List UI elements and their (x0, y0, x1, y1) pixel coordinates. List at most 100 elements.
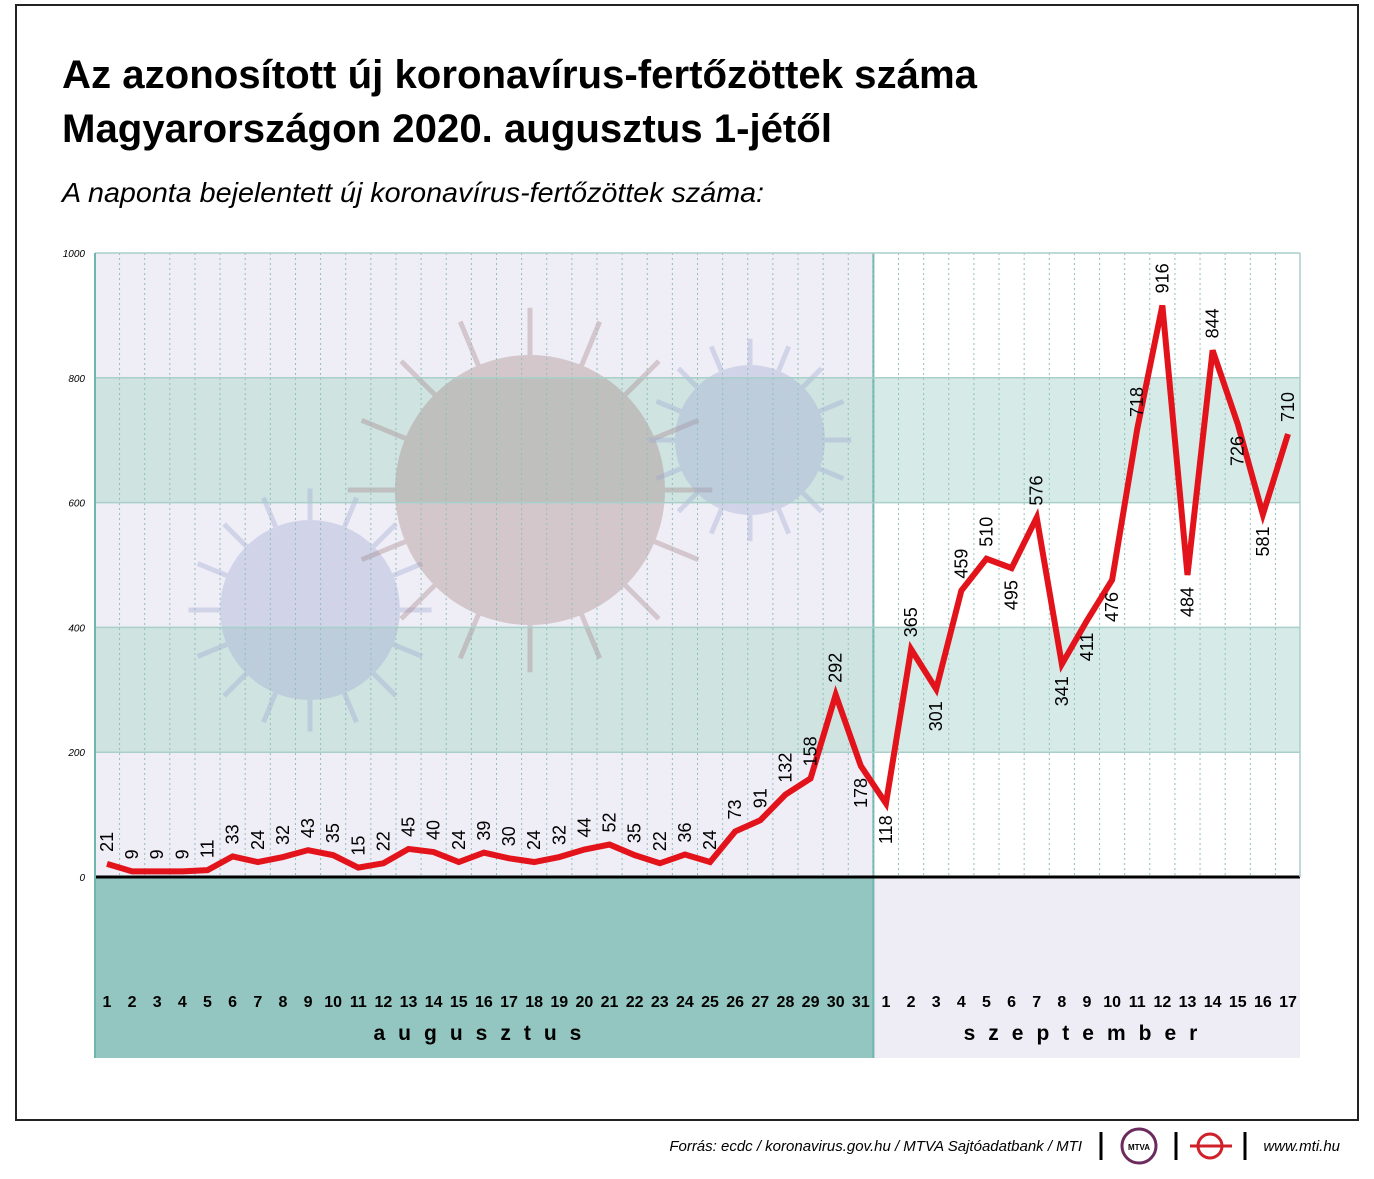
data-label: 45 (399, 817, 419, 837)
virus-decoration (392, 561, 424, 578)
x-tick-label: 3 (153, 994, 162, 1011)
x-tick-label: 6 (1007, 994, 1016, 1011)
data-label: 43 (298, 818, 318, 838)
data-label: 52 (600, 813, 620, 833)
x-tick-label: 17 (500, 994, 518, 1011)
x-tick-label: 25 (701, 994, 719, 1011)
source: Forrás: ecdc / koronavirus.gov.hu / MTVA… (669, 1138, 1082, 1155)
data-label: 365 (901, 607, 921, 637)
month-label: augusztus (373, 1022, 594, 1045)
virus-decoration (776, 345, 792, 372)
data-label: 581 (1253, 526, 1273, 556)
y-tick-label: 600 (68, 499, 85, 510)
x-tick-label: 10 (324, 994, 342, 1011)
data-label: 24 (248, 830, 268, 850)
x-tick-label: 7 (253, 994, 262, 1011)
x-tick-label: 13 (1179, 994, 1197, 1011)
data-label: 11 (198, 839, 218, 858)
y-tick-label: 400 (68, 623, 85, 634)
region-bottom (95, 877, 874, 1058)
x-tick-label: 3 (932, 994, 941, 1011)
x-tick-label: 28 (777, 994, 795, 1011)
x-tick-label: 14 (1204, 994, 1222, 1011)
y-tick-label: 800 (68, 374, 85, 385)
data-label: 576 (1027, 476, 1047, 506)
x-tick-label: 16 (475, 994, 493, 1011)
data-label: 301 (926, 701, 946, 731)
data-label: 15 (348, 836, 368, 856)
x-tick-label: 17 (1279, 994, 1297, 1011)
x-tick-label: 21 (601, 994, 619, 1011)
x-tick-label: 15 (450, 994, 468, 1011)
virus-decoration (196, 642, 228, 659)
month-label: szeptember (964, 1022, 1211, 1045)
chart-subtitle: A naponta bejelentett új koronavírus-fer… (60, 177, 764, 208)
virus-decoration (371, 522, 398, 549)
data-label: 22 (650, 831, 670, 851)
virus-decoration (457, 613, 481, 660)
x-tick-label: 16 (1254, 994, 1272, 1011)
virus-decoration (392, 642, 424, 659)
x-tick-label: 12 (1153, 994, 1171, 1011)
data-label: 40 (424, 820, 444, 840)
data-label: 178 (851, 778, 871, 808)
data-label: 132 (775, 753, 795, 783)
virus-decoration (655, 466, 682, 482)
virus-decoration (655, 398, 682, 414)
data-label: 292 (826, 653, 846, 683)
data-label: 24 (449, 830, 469, 850)
virus-decoration (395, 355, 665, 625)
virus-decoration (360, 417, 407, 441)
data-label: 411 (1077, 633, 1097, 662)
x-tick-label: 1 (103, 994, 112, 1011)
data-label: 35 (323, 823, 343, 843)
data-label: 158 (801, 736, 821, 766)
data-label: 9 (172, 849, 192, 859)
data-label: 32 (549, 825, 569, 845)
x-tick-label: 8 (278, 994, 287, 1011)
virus-decoration (342, 692, 359, 724)
chart-title: Magyarországon 2020. augusztus 1-jétől (62, 107, 832, 151)
virus-decoration (261, 692, 278, 724)
data-label: 484 (1177, 587, 1197, 617)
x-tick-label: 31 (852, 994, 870, 1011)
data-label: 32 (273, 825, 293, 845)
x-tick-label: 2 (128, 994, 137, 1011)
data-label: 24 (524, 830, 544, 850)
x-tick-label: 22 (626, 994, 644, 1011)
data-label: 844 (1203, 308, 1223, 338)
x-tick-label: 24 (676, 994, 694, 1011)
x-tick-label: 4 (957, 994, 966, 1011)
virus-decoration (653, 539, 700, 563)
x-tick-label: 19 (550, 994, 568, 1011)
data-label: 35 (625, 823, 645, 843)
data-label: 341 (1052, 676, 1072, 706)
virus-decoration (708, 345, 724, 372)
virus-decoration (623, 583, 661, 621)
virus-decoration (776, 508, 792, 535)
virus-decoration (371, 671, 398, 698)
x-tick-label: 27 (751, 994, 769, 1011)
virus-decoration (675, 365, 825, 515)
x-tick-label: 11 (1129, 994, 1146, 1011)
x-tick-label: 9 (304, 994, 313, 1011)
x-tick-label: 5 (982, 994, 991, 1011)
data-label: 91 (750, 788, 770, 808)
data-line (106, 304, 1291, 875)
x-tick-label: 26 (726, 994, 744, 1011)
x-tick-label: 11 (350, 994, 367, 1011)
x-tick-label: 23 (651, 994, 669, 1011)
virus-decoration (457, 320, 481, 367)
band (95, 377, 874, 503)
data-label: 916 (1152, 263, 1172, 293)
virus-decoration (708, 508, 724, 535)
x-tick-label: 15 (1229, 994, 1247, 1011)
y-tick-label: 1000 (63, 249, 86, 260)
data-label: 476 (1102, 592, 1122, 622)
x-tick-label: 4 (178, 994, 187, 1011)
virus-decoration (196, 561, 228, 578)
region-bg (873, 253, 1300, 877)
x-tick-label: 5 (203, 994, 212, 1011)
data-label: 118 (876, 815, 896, 844)
data-label: 73 (725, 799, 745, 819)
